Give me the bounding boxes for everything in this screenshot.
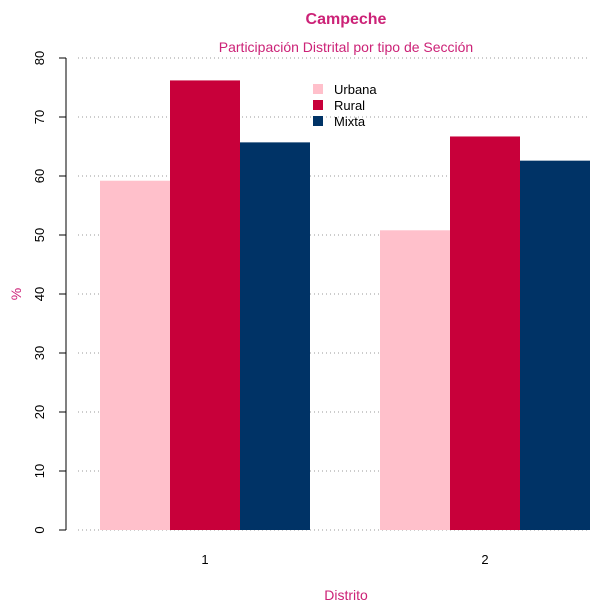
y-axis-ticks: 0 10 20 30 40 50 60 70 80 bbox=[32, 51, 66, 534]
y-tick-label: 60 bbox=[32, 169, 47, 183]
y-tick-label: 70 bbox=[32, 110, 47, 124]
y-tick-label: 20 bbox=[32, 405, 47, 419]
x-tick-label: 1 bbox=[201, 552, 208, 567]
bar-mixta-distrito-2 bbox=[520, 160, 590, 530]
y-tick-label: 10 bbox=[32, 464, 47, 478]
bar-urbana-distrito-2 bbox=[380, 230, 450, 530]
chart-title: Campeche bbox=[306, 11, 387, 28]
bar-urbana-distrito-1 bbox=[100, 180, 170, 530]
bar-rural-distrito-2 bbox=[450, 136, 520, 530]
legend-label-urbana: Urbana bbox=[334, 82, 377, 97]
y-tick-label: 0 bbox=[32, 526, 47, 533]
chart-subtitle: Participación Distrital por tipo de Secc… bbox=[219, 39, 473, 55]
legend-swatch-rural bbox=[313, 100, 323, 110]
legend-swatch-urbana bbox=[313, 84, 323, 94]
bar-mixta-distrito-1 bbox=[240, 142, 310, 530]
legend-label-rural: Rural bbox=[334, 98, 365, 113]
y-tick-label: 80 bbox=[32, 51, 47, 65]
y-tick-label: 50 bbox=[32, 228, 47, 242]
bars bbox=[100, 80, 590, 531]
bar-rural-distrito-1 bbox=[170, 80, 240, 531]
y-axis-label: % bbox=[8, 288, 24, 300]
y-tick-label: 40 bbox=[32, 287, 47, 301]
grid-lines bbox=[78, 57, 590, 531]
legend-swatch-mixta bbox=[313, 116, 323, 126]
x-axis-label: Distrito bbox=[324, 587, 368, 603]
y-tick-label: 30 bbox=[32, 346, 47, 360]
legend-label-mixta: Mixta bbox=[334, 114, 366, 129]
x-tick-label: 2 bbox=[481, 552, 488, 567]
